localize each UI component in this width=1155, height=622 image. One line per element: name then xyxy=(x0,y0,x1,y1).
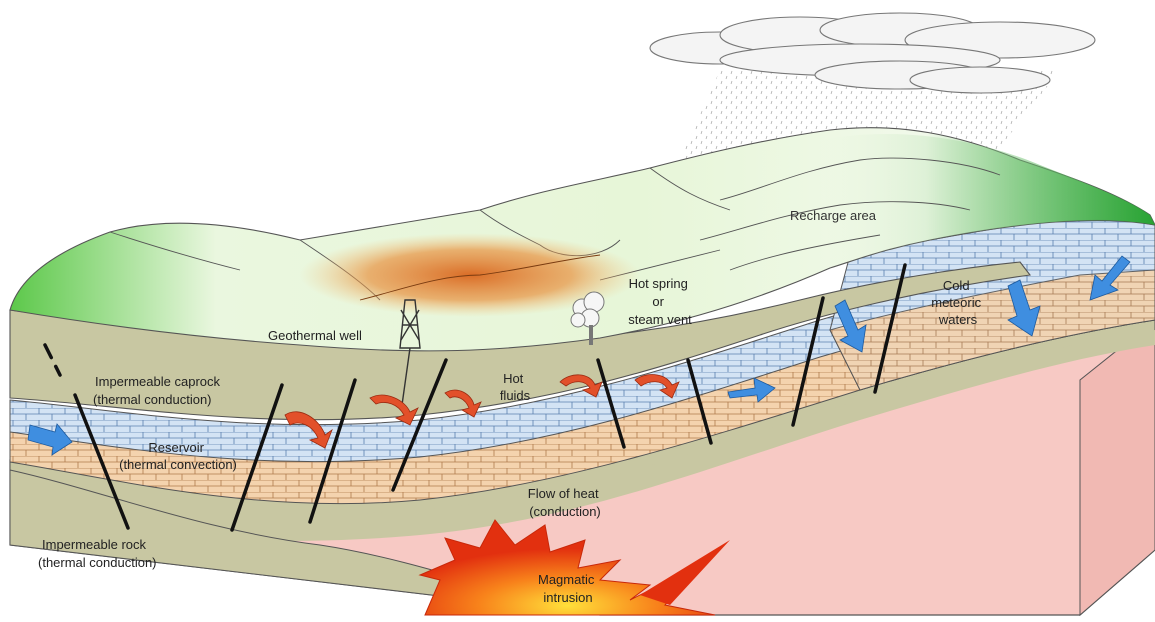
green-hill-right xyxy=(820,134,1155,268)
label-cold-meteoric-waters: Cold meteoric waters xyxy=(931,278,984,327)
hot-fluid-arrows xyxy=(284,374,680,449)
geothermal-well-icon xyxy=(399,299,421,406)
label-hot-spring: Hot spring or steam vent xyxy=(628,276,692,327)
cold-water-arrows xyxy=(27,255,1131,456)
cloud-icon xyxy=(649,12,1096,94)
label-geothermal-well: Geothermal well xyxy=(268,328,362,343)
basement-side-face xyxy=(1079,319,1155,617)
magma-spike xyxy=(640,540,730,605)
label-reservoir: Reservoir (thermal convection) xyxy=(119,440,237,472)
steam-vent-icon xyxy=(570,291,605,345)
label-magmatic-intrusion: Magmatic intrusion xyxy=(538,572,598,605)
faults xyxy=(43,263,907,532)
label-flow-of-heat: Flow of heat (conduction) xyxy=(528,486,602,519)
label-impermeable-rock: Impermeable rock (thermal conduction) xyxy=(38,537,157,570)
label-impermeable-caprock: Impermeable caprock (thermal conduction) xyxy=(93,374,224,407)
recharge-outcrop-tan xyxy=(829,269,1155,391)
label-hot-fluids: Hot fluids xyxy=(500,371,531,403)
hill-contours xyxy=(109,157,1001,301)
label-recharge-area: Recharge area xyxy=(790,208,877,223)
anomaly-cracks xyxy=(359,254,601,301)
